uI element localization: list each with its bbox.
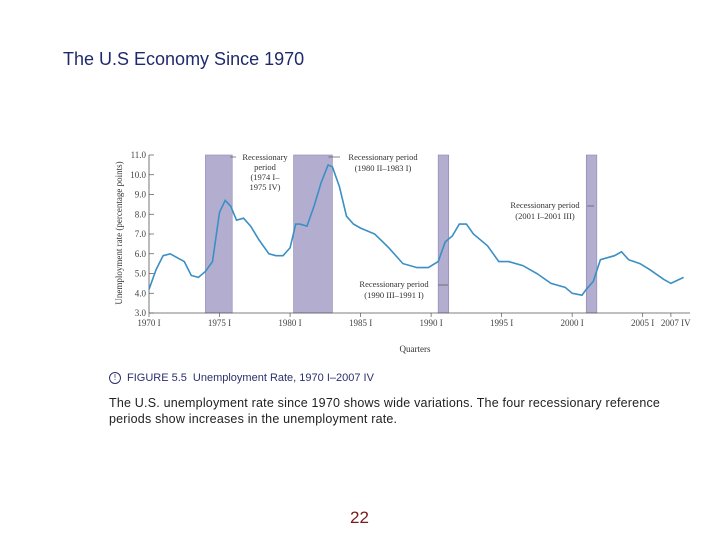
- x-tick-label: 2005 I: [631, 318, 654, 328]
- x-tick-label: 1995 I: [490, 318, 513, 328]
- x-tick-label: 2007 IV: [661, 318, 691, 328]
- recession-annotation-4: Recessionary period: [510, 200, 580, 210]
- recession-annotation-1: (1974 I–: [250, 172, 280, 182]
- recession-band-1: [205, 154, 233, 314]
- x-tick-label: 1990 I: [419, 318, 442, 328]
- x-axis: 1970 I 1975 I 1980 I 1985 I 1990 I 1995 I 2000…: [137, 312, 691, 328]
- y-tick-label: 5.0: [135, 269, 147, 279]
- recession-band-4: [585, 154, 598, 314]
- y-tick-label: 9.0: [135, 190, 147, 200]
- y-axis: 3.0 4.0 5.0 6.0 7.0 8.0 9.0 10.0 11.0: [130, 150, 154, 318]
- figure-label: FIGURE 5.5: [127, 372, 187, 384]
- x-tick-label: 1985 I: [349, 318, 372, 328]
- figure-description: The U.S. unemployment rate since 1970 sh…: [109, 396, 661, 426]
- x-tick-label: 1975 I: [208, 318, 231, 328]
- figure-caption: ! FIGURE 5.5 Unemployment Rate, 1970 I–2…: [109, 372, 374, 384]
- y-tick-label: 7.0: [135, 229, 147, 239]
- page-number: 22: [350, 508, 369, 527]
- recession-band-3: [437, 154, 450, 314]
- figure-title: Unemployment Rate, 1970 I–2007 IV: [192, 372, 374, 384]
- x-axis-label: Quarters: [400, 344, 431, 354]
- recession-annotation-2: (1980 II–1983 I): [355, 163, 412, 173]
- y-tick-label: 10.0: [130, 170, 146, 180]
- recession-annotation-1: Recessionary: [242, 152, 288, 162]
- recession-annotation-1: period: [254, 162, 276, 172]
- y-axis-label: Unemployment rate (percentage points): [114, 161, 124, 304]
- y-tick-label: 8.0: [135, 209, 147, 219]
- slide-title: The U.S Economy Since 1970: [63, 49, 305, 69]
- y-tick-label: 3.0: [135, 308, 147, 318]
- recession-annotation-1: 1975 IV): [250, 182, 281, 192]
- info-icon: !: [109, 372, 121, 384]
- x-tick-label: 1970 I: [137, 318, 160, 328]
- recession-band-2: [293, 154, 333, 314]
- x-tick-label: 1980 I: [278, 318, 301, 328]
- unemployment-chart: 3.0 4.0 5.0 6.0 7.0 8.0 9.0 10.0 11.0 1970 I 1975…: [114, 150, 691, 354]
- y-tick-label: 4.0: [135, 288, 147, 298]
- recession-shades: [205, 154, 598, 314]
- recession-annotation-3: (1990 III–1991 I): [364, 290, 424, 300]
- x-tick-label: 2000 I: [561, 318, 584, 328]
- unemployment-line: [148, 163, 684, 297]
- y-tick-label: 11.0: [131, 150, 147, 160]
- recession-annotation-4: (2001 I–2001 III): [515, 211, 575, 221]
- recession-annotation-3: Recessionary period: [359, 279, 429, 289]
- y-tick-label: 6.0: [135, 249, 147, 259]
- recession-annotation-2: Recessionary period: [348, 152, 418, 162]
